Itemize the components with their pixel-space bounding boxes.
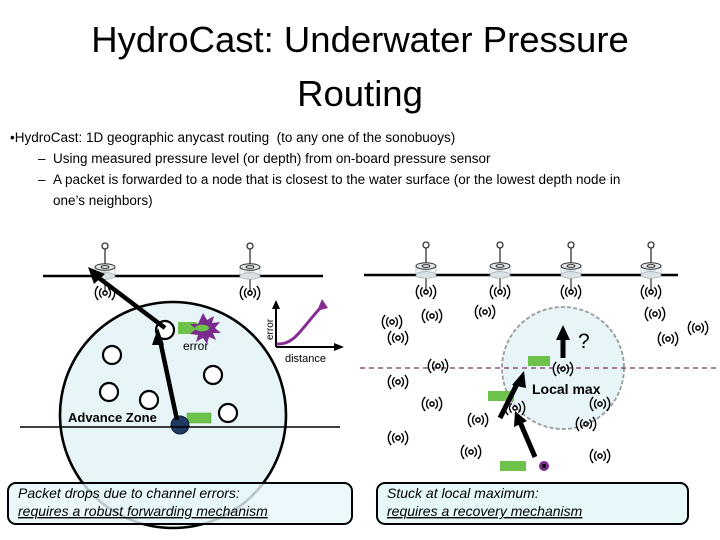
svg-text:Advance Zone: Advance Zone [68, 410, 157, 425]
svg-text:error: error [265, 318, 276, 340]
svg-text:requires a recovery mechanism: requires a recovery mechanism [387, 503, 583, 519]
svg-text:Stuck at local maximum:: Stuck at local maximum: [387, 485, 539, 501]
svg-text:Local max: Local max [532, 381, 601, 397]
svg-text:error: error [183, 339, 208, 353]
svg-text:?: ? [578, 330, 590, 353]
svg-text:requires a robust forwarding m: requires a robust forwarding mechanism [18, 503, 268, 519]
svg-text:Packet drops due to channel er: Packet drops due to channel errors: [18, 485, 240, 501]
svg-text:distance: distance [285, 353, 326, 365]
